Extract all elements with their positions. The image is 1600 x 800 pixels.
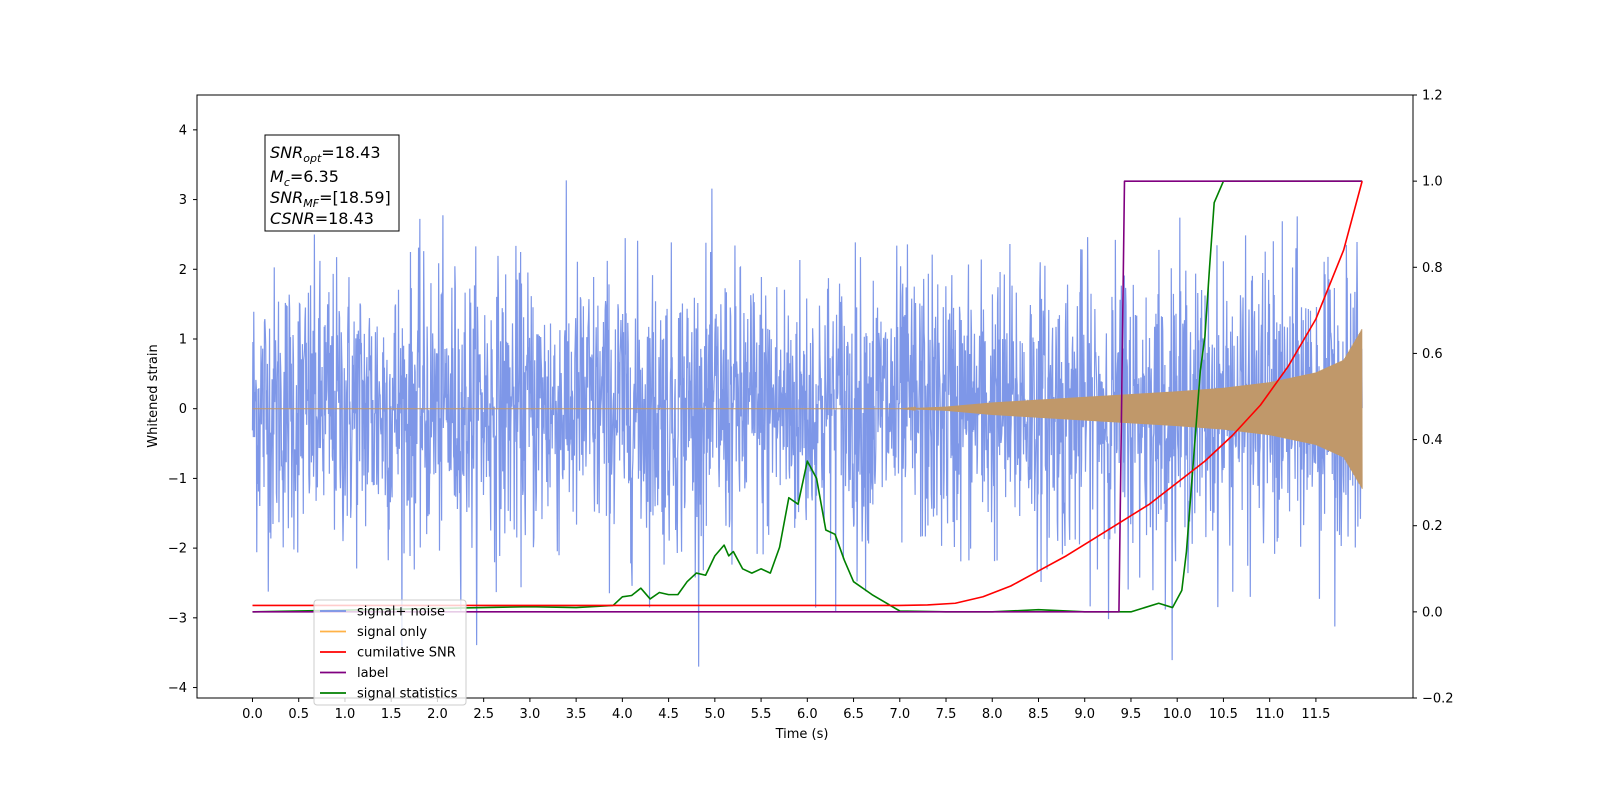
- y-right-tick-label: 1.0: [1422, 175, 1443, 190]
- x-tick-label: 9.0: [1074, 707, 1095, 722]
- y-axis-label: Whitened strain: [146, 344, 161, 447]
- x-tick-label: 6.5: [843, 707, 864, 722]
- legend-frame: [313, 599, 467, 706]
- y-left-tick-label: 0: [179, 402, 187, 417]
- y-right-tick-label: 0.6: [1422, 347, 1443, 362]
- y-left-tick-label: 4: [179, 123, 187, 138]
- y-right-tick-label: −0.2: [1422, 692, 1454, 707]
- x-tick-label: 5.0: [704, 707, 725, 722]
- y-left-tick-label: −2: [168, 542, 187, 557]
- series-cumulative-snr: [252, 180, 1363, 607]
- y-left-tick-label: 2: [179, 263, 187, 278]
- x-tick-label: 11.0: [1255, 707, 1284, 722]
- x-tick-label: 8.0: [982, 707, 1003, 722]
- x-tick-label: 2.0: [427, 707, 448, 722]
- series-signal-only: [252, 329, 1363, 489]
- x-tick-label: 11.5: [1301, 707, 1330, 722]
- x-tick-label: 0.5: [288, 707, 309, 722]
- x-tick-label: 1.5: [381, 707, 402, 722]
- x-tick-label: 4.0: [612, 707, 633, 722]
- legend-label: signal statistics: [357, 687, 458, 702]
- x-axis: 0.0 0.5 1.0 1.5 2.0 2.5 3.0 3.5 4.0 4.5 5.0 5.5 6.0 6…: [242, 698, 1330, 722]
- x-tick-label: 7.0: [889, 707, 910, 722]
- x-tick-label: 3.5: [566, 707, 587, 722]
- x-tick-label: 10.5: [1209, 707, 1238, 722]
- y-left-tick-label: 1: [179, 332, 187, 347]
- legend-label: signal only: [357, 625, 427, 640]
- x-tick-label: 10.0: [1163, 707, 1192, 722]
- x-tick-label: 1.0: [335, 707, 356, 722]
- y-left-tick-label: −3: [168, 611, 187, 626]
- legend-items: signal+ noise signal only cumilative SNR la…: [320, 605, 458, 702]
- y-right-tick-label: 0.0: [1422, 605, 1443, 620]
- y-left-tick-label: 3: [179, 193, 187, 208]
- x-tick-label: 2.5: [473, 707, 494, 722]
- legend-label: cumilative SNR: [357, 646, 456, 661]
- legend-label: signal+ noise: [357, 605, 445, 620]
- annotation-csnr: CSNR=18.43: [270, 209, 374, 228]
- x-tick-label: 9.5: [1121, 707, 1142, 722]
- annotation-chirp-mass: Mc=6.35: [270, 167, 339, 189]
- x-tick-label: 5.5: [751, 707, 772, 722]
- y-left-tick-label: −4: [168, 681, 187, 696]
- annotation-snr-opt: SNRopt=18.43: [270, 143, 381, 165]
- y-left-tick-label: −1: [168, 472, 187, 487]
- annotation-snr-mf: SNRMF=[18.59]: [270, 188, 391, 210]
- x-tick-label: 3.0: [520, 707, 541, 722]
- x-tick-label: 4.5: [658, 707, 679, 722]
- y-right-tick-label: 0.2: [1422, 519, 1443, 534]
- y-right-tick-label: 1.2: [1422, 89, 1443, 104]
- x-tick-label: 7.5: [936, 707, 957, 722]
- axes-frame: [196, 94, 1414, 699]
- series-label: [252, 180, 1363, 613]
- y-right-tick-label: 0.8: [1422, 261, 1443, 276]
- legend-label: label: [357, 666, 388, 681]
- y-right-tick-label: 0.4: [1422, 433, 1443, 448]
- annotation-frame: [264, 134, 400, 232]
- y-axis-right: −0.2 0.0 0.2 0.4 0.6 0.8 1.0 1.2: [1413, 89, 1454, 707]
- x-tick-label: 0.0: [242, 707, 263, 722]
- x-axis-label: Time (s): [775, 727, 829, 742]
- metrics-annotation-box: SNRopt=18.43 Mc=6.35 SNRMF=[18.59] CSNR=…: [264, 134, 400, 232]
- plot-area: [251, 180, 1363, 667]
- series-signal-statistics: [252, 180, 1363, 613]
- legend: signal+ noise signal only cumilative SNR la…: [313, 599, 467, 706]
- y-axis-left: −4 −3 −2 −1 0 1 2 3 4: [168, 123, 197, 696]
- x-tick-label: 8.5: [1028, 707, 1049, 722]
- x-tick-label: 6.0: [797, 707, 818, 722]
